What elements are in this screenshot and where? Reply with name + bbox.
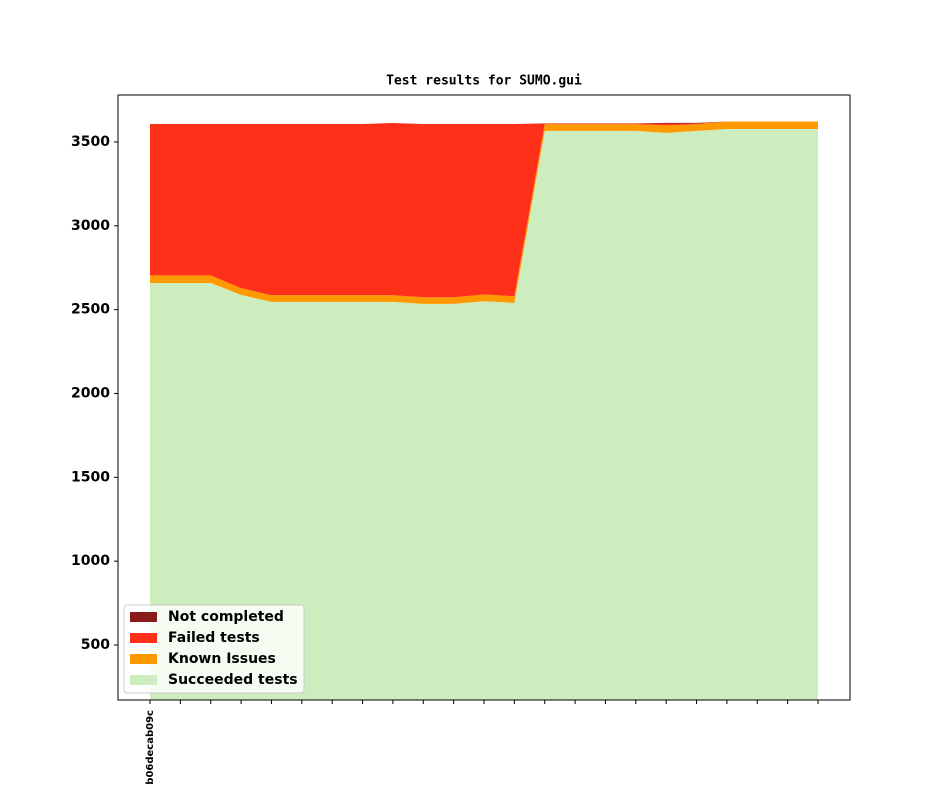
y-tick-label: 1000 [71,553,110,569]
legend-label: Succeeded tests [168,672,298,688]
legend-swatch [130,675,157,685]
chart-title: Test results for SUMO.gui [386,74,582,89]
legend-swatch [130,654,157,664]
legend: Not completed Failed tests Known Issues Suc… [123,604,305,694]
legend-swatch [130,633,157,643]
legend-label: Not completed [168,609,284,625]
area [150,121,818,125]
y-tick-label: 1500 [71,469,110,485]
legend-label: Failed tests [168,630,260,646]
y-tick-label: 3500 [71,134,110,150]
y-tick-label: 3000 [71,218,110,234]
legend-frame [123,604,305,694]
y-tick-label: 2000 [71,385,110,401]
x-tick-label: b06decab09c [145,710,156,785]
area [150,121,818,298]
y-tick-label: 500 [81,637,110,653]
legend-swatch [130,612,157,622]
legend-label: Known Issues [168,651,276,667]
area [150,129,818,701]
y-tick-label: 2500 [71,302,110,318]
